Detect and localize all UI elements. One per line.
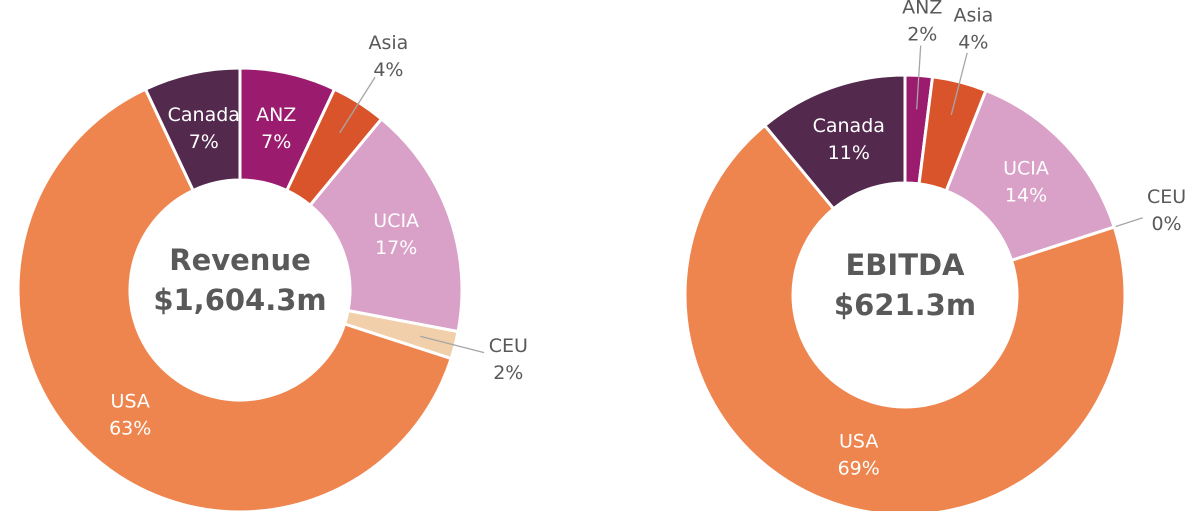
- value-label: 4%: [958, 31, 988, 53]
- segment-label: USA 69%: [838, 430, 880, 479]
- leader-line: [916, 45, 922, 110]
- value-label: 63%: [109, 417, 151, 439]
- leader-line: [339, 76, 376, 134]
- category-label: UCIA: [373, 209, 419, 231]
- segment-label: UCIA 14%: [1003, 157, 1049, 206]
- category-label: USA: [839, 430, 878, 452]
- leader-line: [419, 335, 485, 354]
- segment-label: ANZ 7%: [256, 103, 296, 152]
- value-label: 69%: [838, 457, 880, 479]
- segment-label: Canada 11%: [813, 114, 885, 163]
- donut-segment: [308, 116, 464, 334]
- value-label: 2%: [907, 23, 937, 45]
- value-label: 4%: [373, 59, 403, 81]
- category-label: Canada: [813, 114, 885, 136]
- segment-label: CEU 2%: [489, 334, 528, 383]
- donut-segment: [16, 87, 454, 511]
- category-label: CEU: [1147, 186, 1186, 208]
- category-label: USA: [111, 390, 150, 412]
- donut-segment: [683, 123, 1127, 511]
- value-label: 17%: [375, 236, 417, 258]
- category-label: UCIA: [1003, 157, 1049, 179]
- value-label: 7%: [261, 130, 291, 152]
- value-label: 0%: [1151, 213, 1181, 235]
- category-label: ANZ: [256, 103, 296, 125]
- leader-line: [950, 52, 968, 116]
- donut-chart: ANZ 7% Asia 4% UCIA 17% CEU 2% USA 63% Canada 7% Rev…: [16, 32, 528, 511]
- value-label: 2%: [493, 361, 523, 383]
- center-title: Revenue: [169, 243, 311, 277]
- segment-label: Asia 4%: [369, 32, 409, 81]
- donut-segment: [762, 73, 907, 211]
- segment-label: CEU 0%: [1147, 186, 1186, 235]
- category-label: Asia: [953, 4, 993, 26]
- segment-label: UCIA 17%: [373, 209, 419, 258]
- category-label: ANZ: [902, 0, 942, 18]
- center-title: EBITDA: [845, 248, 965, 282]
- segment-label: ANZ 2%: [902, 0, 942, 45]
- center-value: $621.3m: [834, 288, 976, 322]
- category-label: Canada: [168, 103, 240, 125]
- category-label: CEU: [489, 334, 528, 356]
- value-label: 11%: [828, 141, 870, 163]
- category-label: Asia: [369, 32, 409, 54]
- segment-label: Asia 4%: [953, 4, 993, 53]
- segment-label: Canada 7%: [168, 103, 240, 152]
- value-label: 14%: [1005, 184, 1047, 206]
- center-value: $1,604.3m: [153, 283, 326, 317]
- segment-label: USA 63%: [109, 390, 151, 439]
- donut-chart: ANZ 2% Asia 4% UCIA 14% CEU 0% USA 69% Canada 11% EB…: [683, 0, 1186, 511]
- donut-segment: [143, 66, 242, 193]
- value-label: 7%: [189, 130, 219, 152]
